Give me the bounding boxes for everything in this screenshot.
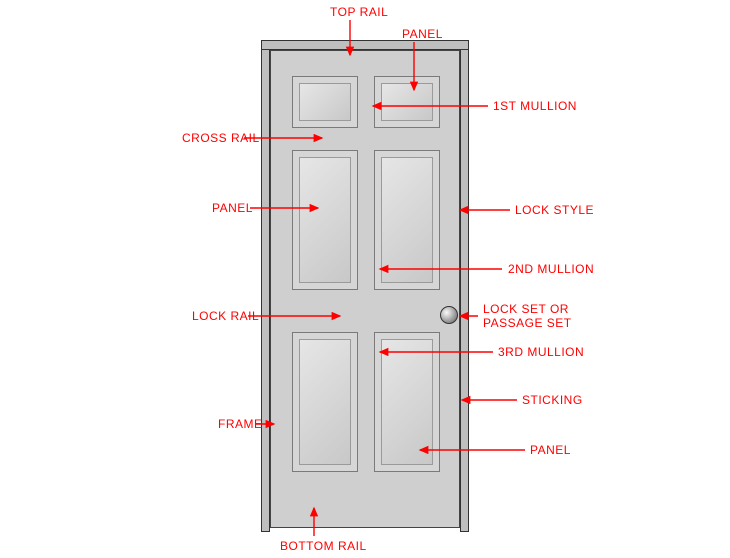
label-top-rail: TOP RAIL — [330, 6, 388, 19]
label-frame: FRAME — [218, 418, 263, 431]
label-passage-set: PASSAGE SET — [483, 317, 572, 330]
label-bottom-rail: BOTTOM RAIL — [280, 540, 367, 553]
label-panel-left: PANEL — [212, 202, 253, 215]
label-lock-rail: LOCK RAIL — [192, 310, 259, 323]
label-panel-top: PANEL — [402, 28, 443, 41]
label-panel-right: PANEL — [530, 444, 571, 457]
label-lock-style: LOCK STYLE — [515, 204, 594, 217]
label-cross-rail: CROSS RAIL — [182, 132, 260, 145]
label-lock-set: LOCK SET OR — [483, 303, 569, 316]
label-sticking: STICKING — [522, 394, 583, 407]
annotation-arrows — [0, 0, 730, 558]
diagram-stage: TOP RAIL PANEL 1ST MULLION CROSS RAIL PA… — [0, 0, 730, 558]
label-first-mullion: 1ST MULLION — [493, 100, 577, 113]
label-second-mullion: 2ND MULLION — [508, 263, 594, 276]
label-third-mullion: 3RD MULLION — [498, 346, 584, 359]
